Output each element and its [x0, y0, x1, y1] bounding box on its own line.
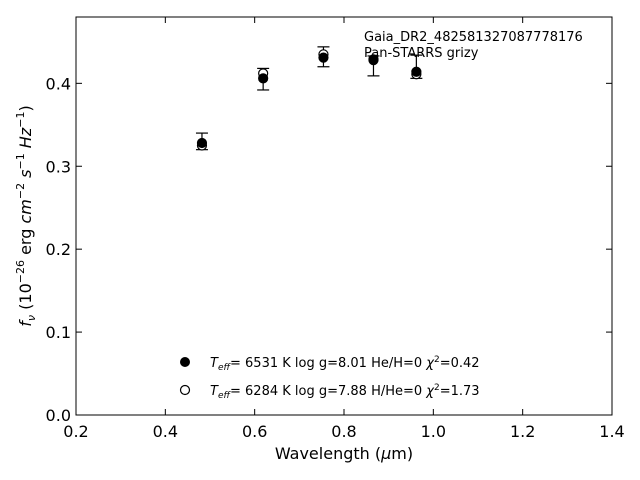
x-tick-label: 0.6	[242, 422, 267, 441]
x-tick-label: 0.4	[153, 422, 178, 441]
annotation-survey: Pan-STARRS grizy	[364, 46, 479, 61]
point-filled	[368, 55, 379, 66]
x-axis-label: Wavelength (μm)	[275, 444, 413, 463]
y-tick-label: 0.3	[46, 157, 71, 176]
legend-entry-1: Teff= 6531 K log g=8.01 He/H=0 χ2=0.42	[210, 355, 480, 373]
y-tick-label: 0.2	[46, 240, 71, 259]
x-tick-label: 0.8	[331, 422, 356, 441]
x-tick-label: 1.2	[510, 422, 535, 441]
y-axis-label: fν (10−26 erg cm−2 s−1 Hz−1)	[14, 105, 38, 326]
legend-marker-open	[179, 384, 191, 396]
legend-entry-2: Teff= 6284 K log g=7.88 H/He=0 χ2=1.73	[210, 383, 480, 401]
x-tick-label: 1.0	[421, 422, 446, 441]
point-filled	[411, 66, 422, 77]
point-filled	[318, 52, 329, 63]
y-tick-label: 0.4	[46, 74, 71, 93]
data-points	[196, 49, 422, 151]
y-tick-label: 0.0	[46, 406, 71, 425]
error-bars	[195, 46, 423, 151]
point-filled	[196, 137, 208, 149]
y-tick-label: 0.1	[46, 323, 71, 342]
point-filled	[258, 73, 269, 84]
ticks: 0.2 0.4 0.6 0.8 1.0 1.2 1.4 0.0 0.1 0.2 0.3 0.4	[46, 17, 625, 441]
x-tick-label: 0.2	[63, 422, 88, 441]
annotation-object-id: Gaia_DR2_482581327087778176	[364, 30, 583, 45]
x-tick-label: 1.4	[599, 422, 624, 441]
legend-marker-filled	[180, 357, 190, 367]
